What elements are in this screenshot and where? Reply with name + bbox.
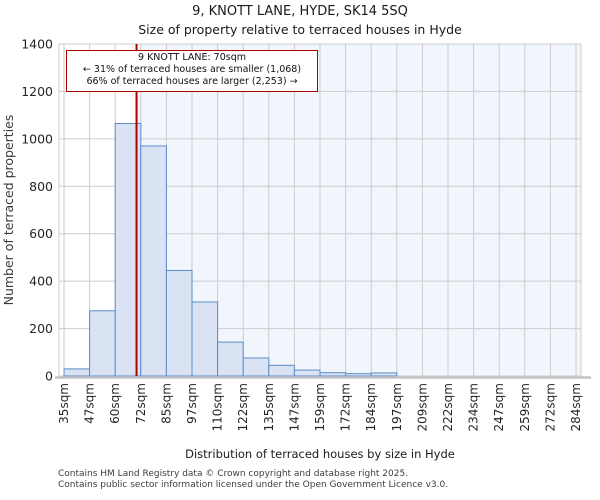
x-tick-label: 284sqm <box>569 383 583 431</box>
annotation-larger-line: 66% of terraced houses are larger (2,253… <box>86 76 298 88</box>
y-tick-label: 600 <box>29 226 53 241</box>
x-tick-label: 272sqm <box>543 383 557 431</box>
x-tick-label: 122sqm <box>236 383 250 431</box>
histogram-bar <box>242 357 270 377</box>
annotation-smaller-line: ← 31% of terraced houses are smaller (1,… <box>82 64 302 76</box>
y-tick-label: 1400 <box>21 37 53 52</box>
x-tick-label: 135sqm <box>262 383 276 431</box>
y-tick-label: 0 <box>45 369 53 384</box>
x-tick-label: 184sqm <box>364 383 378 431</box>
x-tick-label: 197sqm <box>390 383 404 431</box>
x-tick-label: 60sqm <box>108 383 122 424</box>
x-tick-label: 172sqm <box>339 383 353 431</box>
histogram-bar <box>140 145 167 377</box>
page-subtitle: Size of property relative to terraced ho… <box>138 22 462 37</box>
histogram-bar <box>89 310 116 377</box>
y-tick-label: 1200 <box>21 84 53 99</box>
histogram-bar <box>345 373 372 377</box>
x-tick-label: 72sqm <box>134 383 148 424</box>
footer-line-2: Contains public sector information licen… <box>58 479 449 490</box>
y-tick-label: 400 <box>29 274 53 289</box>
histogram-bar <box>370 372 398 377</box>
x-tick-label: 234sqm <box>467 383 481 431</box>
x-tick-label: 35sqm <box>57 383 71 424</box>
y-tick-label: 200 <box>29 321 53 336</box>
histogram-bar <box>165 269 193 377</box>
x-tick-label: 147sqm <box>287 383 301 431</box>
x-tick-label: 247sqm <box>492 383 506 431</box>
license-footer: Contains HM Land Registry data © Crown c… <box>58 469 448 490</box>
x-tick-label: 259sqm <box>518 383 532 431</box>
histogram-bar <box>268 364 295 377</box>
y-tick-label: 800 <box>29 179 53 194</box>
y-tick-label: 1000 <box>21 131 53 146</box>
x-tick-label: 159sqm <box>313 383 327 431</box>
x-tick-label: 222sqm <box>441 383 455 431</box>
histogram-bar <box>63 368 91 377</box>
histogram-bar <box>191 301 219 377</box>
page-title: 9, KNOTT LANE, HYDE, SK14 5SQ <box>192 4 408 19</box>
y-axis-title: Number of terraced properties <box>1 115 16 306</box>
x-tick-label: 110sqm <box>211 383 225 431</box>
x-tick-label: 47sqm <box>83 383 97 424</box>
histogram-bar <box>217 341 244 377</box>
x-tick-label: 85sqm <box>159 383 173 424</box>
histogram-bar <box>293 369 321 377</box>
footer-line-1: Contains HM Land Registry data © Crown c… <box>58 469 409 479</box>
x-axis-title: Distribution of terraced houses by size … <box>185 447 455 461</box>
annotation-box: 9 KNOTT LANE: 70sqm ← 31% of terraced ho… <box>66 50 318 92</box>
x-tick-label: 97sqm <box>185 383 199 424</box>
annotation-property-line: 9 KNOTT LANE: 70sqm <box>138 52 246 63</box>
histogram-bar <box>319 372 347 377</box>
x-tick-label: 209sqm <box>415 383 429 431</box>
